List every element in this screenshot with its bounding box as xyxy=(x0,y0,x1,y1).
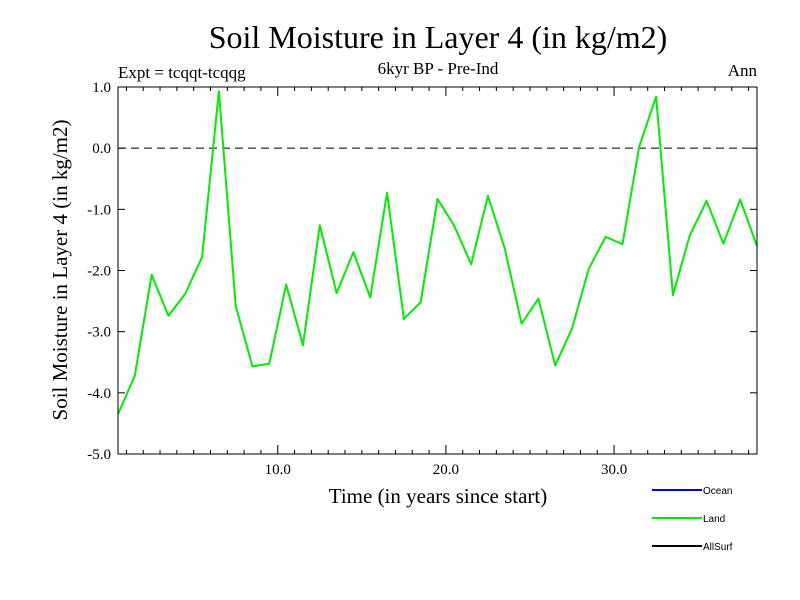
legend-label-ocean: Ocean xyxy=(703,486,732,497)
y-tick-label: -1.0 xyxy=(87,202,111,218)
y-tick-label: -3.0 xyxy=(87,325,111,341)
chart-title: Soil Moisture in Layer 4 (in kg/m2) xyxy=(209,19,668,55)
y-axis-ticks: 1.0 0.0 -1.0 -2.0 -3.0 -4.0 -5.0 xyxy=(87,80,757,463)
legend: Ocean Land AllSurf xyxy=(652,486,733,553)
y-tick-label: -4.0 xyxy=(87,386,111,402)
y-axis-title: Soil Moisture in Layer 4 (in kg/m2) xyxy=(48,120,72,421)
legend-label-allsurf: AllSurf xyxy=(703,542,733,553)
y-tick-label: 0.0 xyxy=(92,141,111,157)
experiment-label: Expt = tcqqt-tcqqg xyxy=(118,63,246,82)
x-tick-label: 20.0 xyxy=(433,462,459,478)
y-tick-label: 1.0 xyxy=(92,80,111,96)
x-axis-title: Time (in years since start) xyxy=(329,484,548,508)
x-tick-label: 10.0 xyxy=(265,462,291,478)
chart-subtitle: 6kyr BP - Pre-Ind xyxy=(378,59,499,78)
series-line-land xyxy=(117,90,758,415)
x-axis-ticks: 10.0 20.0 30.0 xyxy=(125,87,750,478)
period-label: Ann xyxy=(728,61,758,80)
x-tick-label: 30.0 xyxy=(601,462,627,478)
y-tick-label: -5.0 xyxy=(87,447,111,463)
plot-frame xyxy=(117,86,758,455)
y-tick-label: -2.0 xyxy=(87,264,111,280)
legend-label-land: Land xyxy=(703,514,725,525)
